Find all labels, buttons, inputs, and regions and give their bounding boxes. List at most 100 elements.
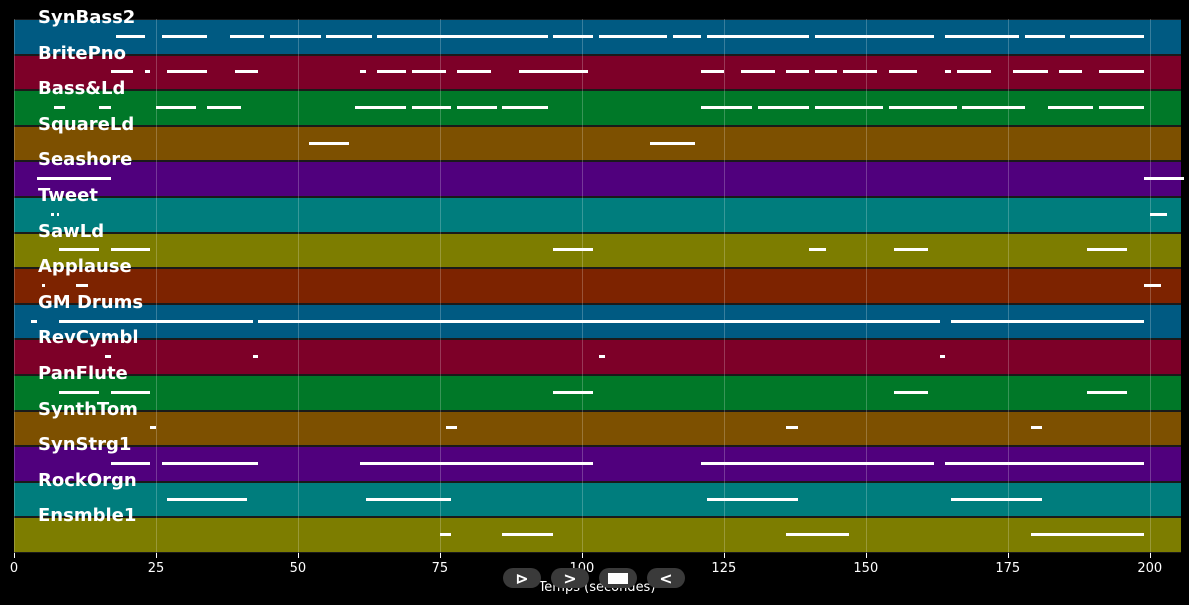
grid-line	[297, 19, 299, 553]
note	[951, 319, 1145, 323]
track-label: SquareLd	[38, 113, 135, 135]
note	[786, 426, 798, 430]
chevron-right-icon: >	[563, 568, 577, 588]
x-tick	[297, 553, 299, 558]
note	[1149, 212, 1153, 216]
x-tick	[1007, 553, 1009, 558]
note	[56, 212, 60, 216]
note	[377, 34, 446, 38]
note	[502, 533, 554, 537]
track-label: SynStrg1	[38, 434, 132, 456]
note	[1087, 390, 1128, 394]
track-lane	[14, 517, 1181, 553]
grid-line	[439, 19, 441, 553]
note	[519, 70, 537, 74]
note	[672, 34, 702, 38]
x-tick-label: 125	[711, 561, 737, 576]
note	[116, 34, 145, 38]
note	[553, 70, 588, 74]
note	[161, 462, 259, 465]
note	[553, 390, 594, 394]
note	[951, 497, 1042, 501]
note	[150, 426, 156, 430]
note	[1070, 34, 1145, 38]
play-button[interactable]: ⊳	[503, 568, 541, 588]
track-lane	[14, 161, 1181, 197]
note	[235, 70, 247, 74]
note	[207, 106, 242, 109]
x-tick-label: 25	[147, 561, 165, 576]
x-tick-label: 175	[995, 561, 1021, 576]
note	[939, 355, 946, 359]
track-label: SynBass2	[38, 7, 136, 28]
note	[701, 319, 940, 323]
note	[110, 462, 151, 465]
track-label: RockOrgn	[38, 469, 137, 491]
x-tick-label: 0	[9, 561, 19, 576]
note	[258, 319, 355, 323]
note	[854, 34, 934, 38]
x-tick	[865, 553, 867, 558]
track-lane	[14, 125, 1181, 162]
note	[161, 34, 208, 38]
note	[326, 34, 372, 38]
note	[31, 319, 37, 323]
track-label: PanFlute	[38, 363, 128, 384]
note	[99, 106, 111, 109]
note	[945, 70, 951, 74]
note	[757, 106, 810, 109]
x-tick	[155, 553, 157, 558]
note	[411, 106, 452, 109]
note	[598, 34, 668, 38]
note	[366, 497, 452, 501]
note	[701, 462, 934, 465]
note	[110, 248, 151, 252]
note	[360, 70, 367, 74]
note	[104, 355, 111, 359]
note	[155, 106, 196, 109]
track-label: SawLd	[38, 220, 105, 242]
track-lane	[14, 268, 1181, 304]
note	[1030, 426, 1042, 430]
note	[445, 34, 548, 38]
previous-button[interactable]: <	[647, 568, 685, 588]
track-lane	[14, 232, 1181, 269]
note	[144, 70, 151, 74]
note	[650, 141, 696, 145]
play-icon: ⊳	[515, 568, 529, 588]
note	[1144, 177, 1184, 181]
grid-line	[1007, 19, 1009, 553]
track-label: Bass&Ld	[38, 78, 126, 100]
note	[814, 106, 883, 109]
note	[167, 497, 247, 501]
note	[53, 106, 66, 109]
next-button[interactable]: >	[551, 568, 589, 588]
note	[377, 70, 406, 74]
stop-icon	[608, 572, 628, 584]
grid-line	[865, 19, 867, 553]
stop-button[interactable]	[599, 568, 637, 588]
note	[456, 70, 491, 74]
note	[553, 34, 594, 38]
piano-roll-tracks: SynBass2 BritePno Bass&Ld SquareLd Seashore T…	[14, 7, 1184, 553]
track-lane	[14, 339, 1181, 375]
note	[354, 319, 361, 323]
x-tick	[581, 553, 583, 558]
note	[411, 70, 446, 74]
note	[1098, 106, 1145, 109]
note	[553, 248, 594, 252]
note	[701, 106, 753, 109]
x-tick	[1149, 553, 1151, 558]
grid-line	[581, 19, 583, 553]
track-label: GM Drums	[38, 291, 144, 313]
track-label: BritePno	[38, 42, 126, 64]
note	[456, 106, 497, 109]
note	[598, 355, 605, 359]
note	[786, 533, 849, 537]
x-tick	[14, 553, 15, 558]
x-tick	[439, 553, 441, 558]
note	[1152, 212, 1167, 216]
note	[354, 106, 406, 109]
x-axis: 0255075100125150175200 Temps (secondes) …	[0, 553, 1189, 605]
